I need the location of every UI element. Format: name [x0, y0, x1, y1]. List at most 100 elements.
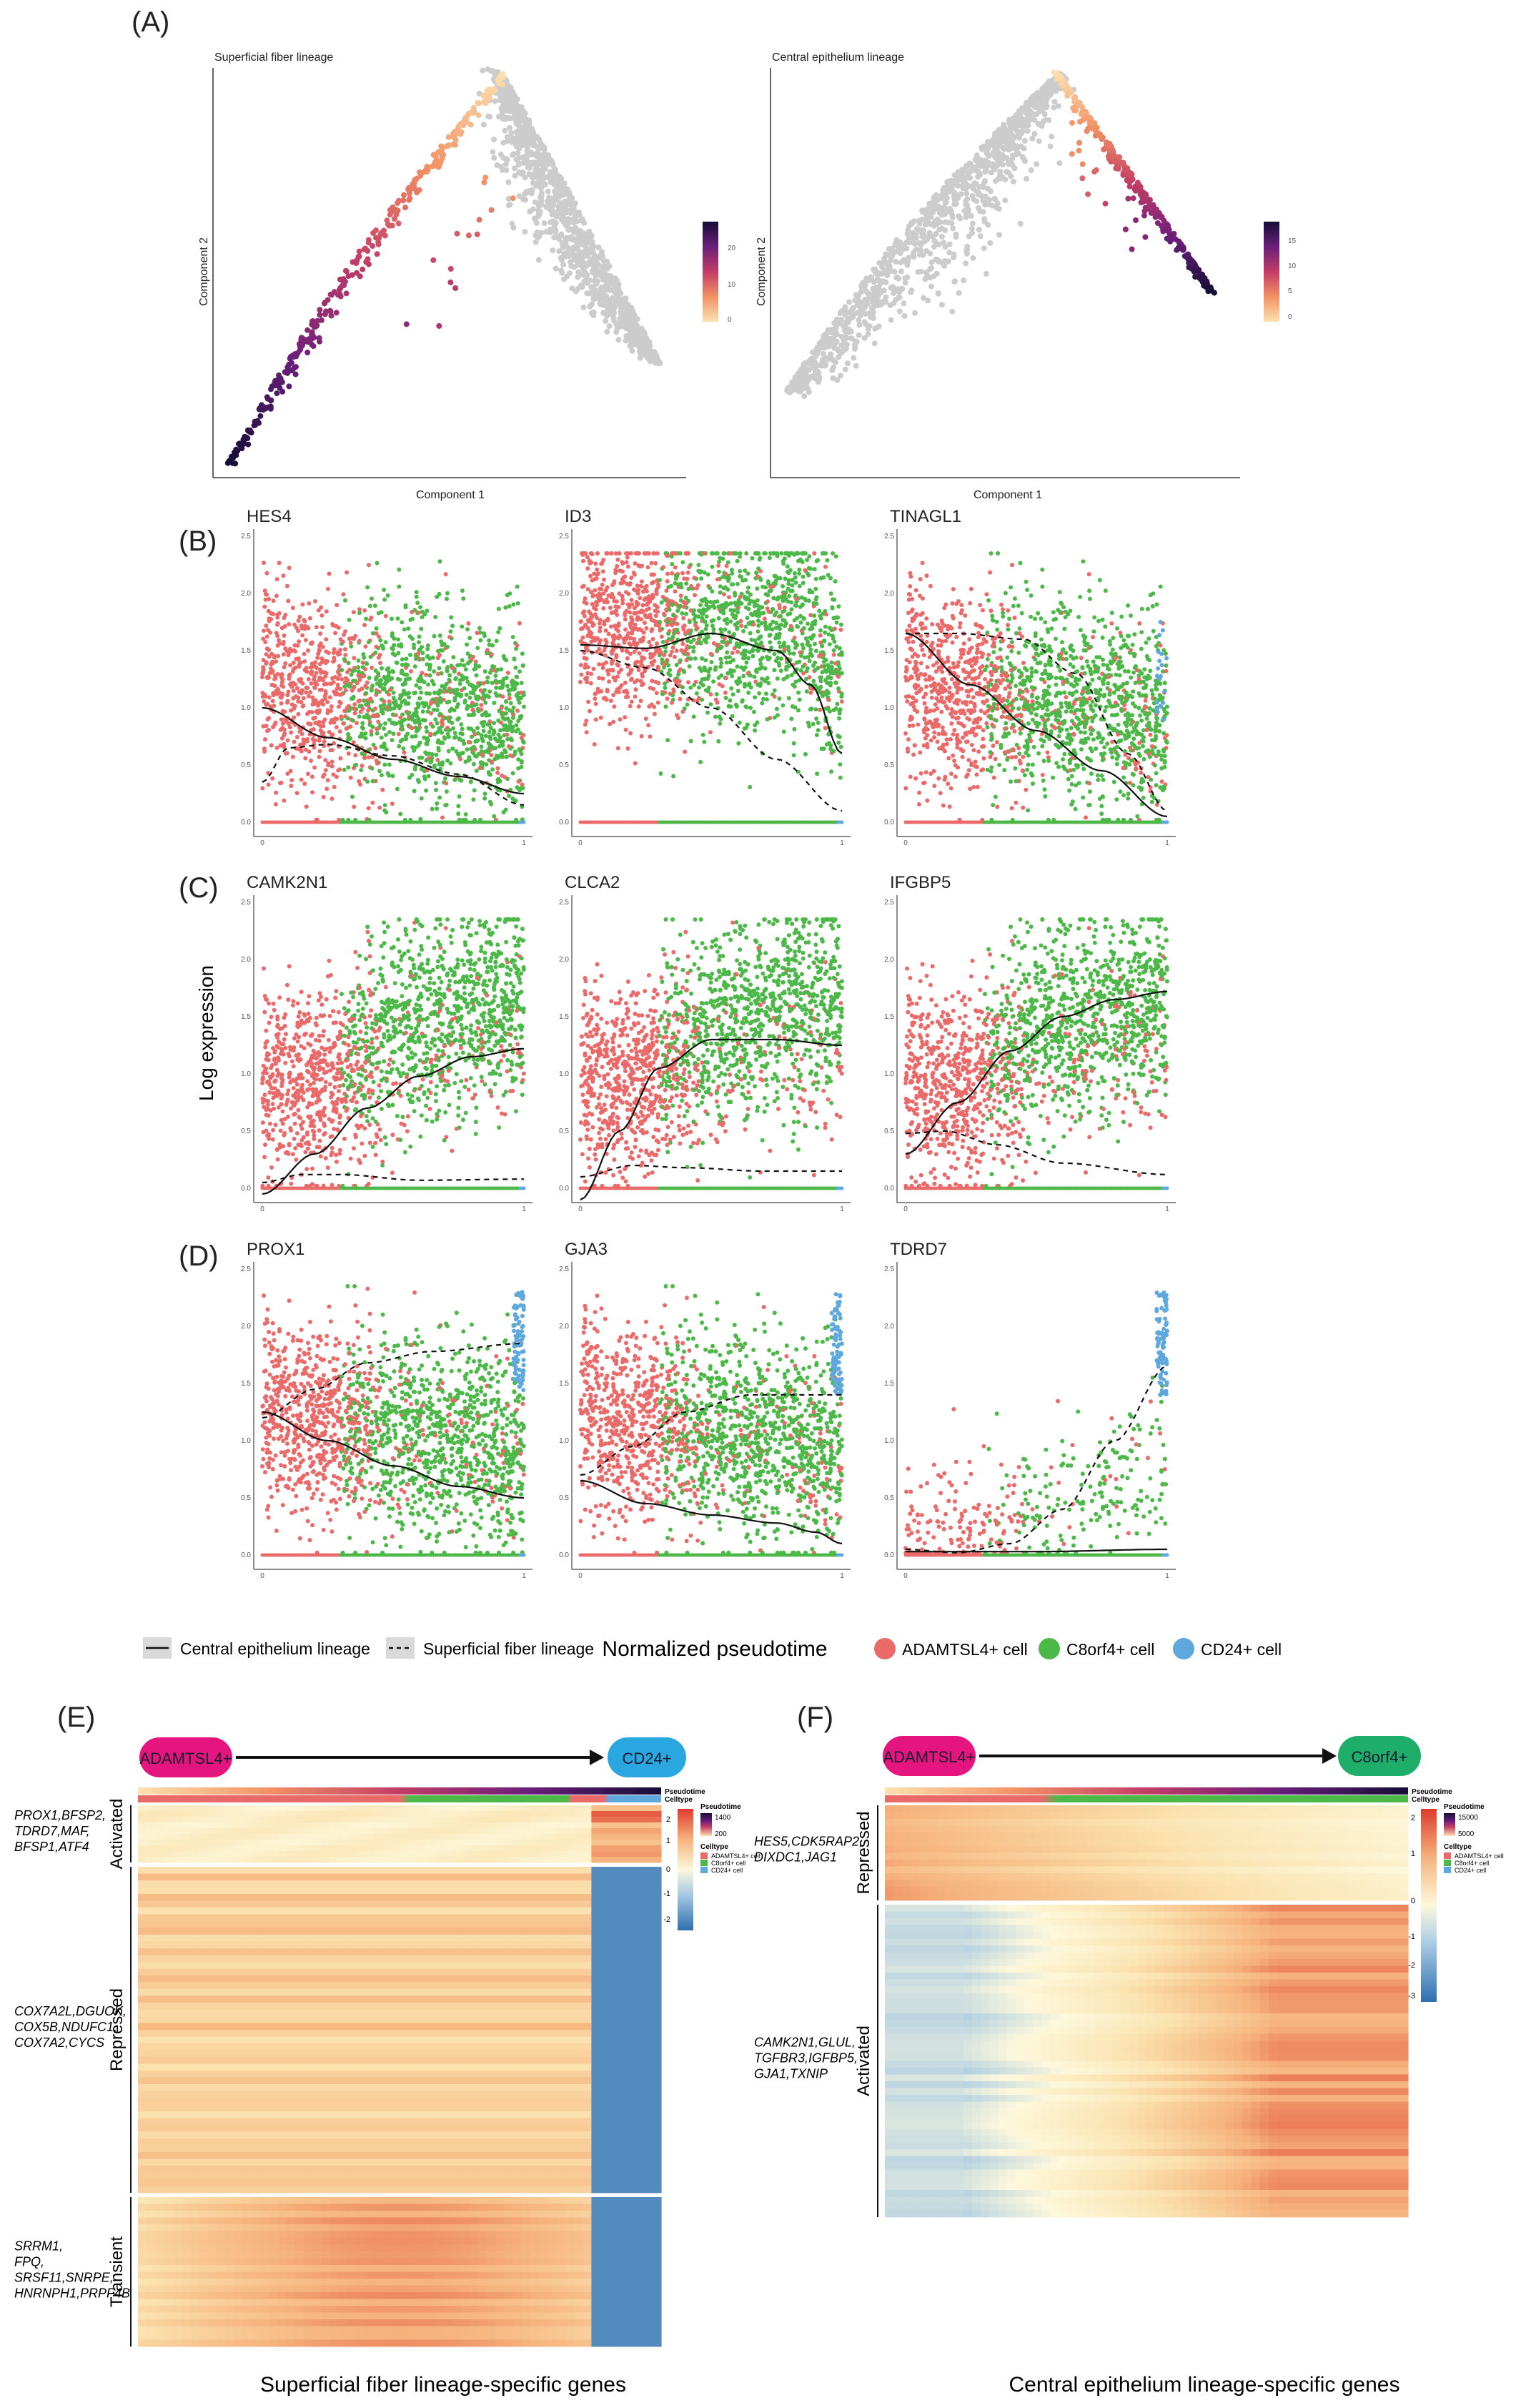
cell-point — [384, 732, 388, 737]
panel-label-b: (B) — [179, 525, 217, 557]
trajectory-point — [267, 405, 274, 412]
trajectory-point — [475, 112, 482, 119]
trajectory-point — [533, 134, 540, 141]
cell-point — [332, 784, 337, 789]
trajectory-point — [510, 195, 516, 202]
cell-point — [483, 694, 487, 699]
cell-point — [457, 681, 462, 686]
trajectory-point — [948, 177, 955, 184]
trajectory-point — [558, 255, 564, 261]
cell-point — [325, 586, 330, 591]
cell-point — [482, 719, 487, 724]
trajectory-point — [457, 131, 464, 137]
trajectory-point — [913, 231, 919, 237]
cell-point — [460, 624, 465, 629]
trajectory-point — [888, 250, 895, 257]
cell-point — [494, 754, 499, 758]
cell-point — [474, 769, 479, 774]
trajectory-point — [575, 274, 581, 280]
trajectory-point — [942, 191, 948, 197]
cell-point — [366, 708, 371, 713]
cell-point — [507, 708, 512, 713]
cell-point — [481, 724, 486, 729]
cell-point — [515, 584, 520, 589]
cell-point — [340, 639, 345, 644]
cell-point — [272, 673, 277, 678]
cell-point — [267, 728, 272, 732]
cell-point — [417, 640, 421, 645]
cell-point — [318, 641, 323, 646]
colorbar-tick: 10 — [1288, 262, 1297, 270]
cell-point — [311, 700, 316, 705]
cell-point — [410, 714, 415, 719]
trajectory-point — [1141, 208, 1148, 214]
trajectory-point — [505, 195, 512, 202]
cell-point — [342, 657, 347, 661]
trajectory-point — [931, 220, 938, 227]
trajectory-point — [422, 167, 429, 173]
cell-point — [426, 682, 430, 687]
trajectory-point — [933, 231, 939, 237]
trajectory-point — [963, 180, 968, 187]
trajectory-point — [567, 270, 573, 277]
cell-point — [369, 688, 374, 693]
cell-point — [511, 602, 516, 607]
cell-point — [409, 669, 413, 673]
cell-point — [492, 668, 496, 673]
cell-point — [358, 782, 362, 787]
cell-point — [511, 687, 516, 692]
cell-point — [264, 676, 269, 681]
cell-point — [289, 684, 294, 689]
cell-point — [495, 770, 500, 775]
trajectory-point — [814, 345, 821, 350]
cell-point — [517, 695, 522, 700]
trajectory-point — [926, 213, 932, 219]
trajectory-point — [967, 174, 973, 181]
trajectory-point — [1036, 138, 1042, 144]
trajectory-point — [931, 238, 938, 244]
trajectory-point — [362, 245, 369, 252]
trajectory-point — [836, 318, 843, 325]
panel-label-c: (C) — [179, 872, 219, 904]
trajectory-point — [600, 310, 607, 316]
trajectory-point — [375, 241, 382, 247]
cell-point — [387, 687, 392, 692]
cell-point — [684, 581, 689, 586]
trajectory-point — [994, 139, 1000, 145]
trajectory-point — [402, 204, 408, 211]
cell-point — [298, 679, 303, 684]
trajectory-point — [1017, 220, 1024, 227]
trajectory-point — [1047, 79, 1054, 85]
trajectory-point — [963, 202, 970, 208]
cell-point — [402, 699, 407, 703]
trajectory-point — [1120, 159, 1126, 166]
cell-point — [429, 711, 434, 716]
trajectory-point — [873, 270, 879, 277]
trajectory-point — [310, 343, 317, 350]
trajectory-point — [328, 292, 335, 298]
cell-point — [375, 761, 380, 766]
cell-point — [318, 631, 323, 636]
trajectory-point — [485, 113, 492, 119]
trajectory-point — [548, 229, 554, 235]
cell-point — [432, 707, 437, 712]
colorbar-tick: 20 — [728, 245, 736, 252]
cell-point — [495, 766, 500, 771]
cell-point — [420, 718, 425, 723]
cell-point — [755, 586, 760, 591]
trajectory-point — [357, 273, 363, 280]
cell-point — [302, 618, 307, 623]
trajectory-point — [526, 164, 532, 171]
trajectory-point — [590, 296, 597, 302]
trajectory-point — [851, 346, 858, 352]
cell-point — [379, 735, 384, 740]
cell-point — [735, 689, 740, 694]
trajectory-point — [822, 333, 828, 340]
cell-point — [465, 627, 470, 632]
cell-point — [443, 572, 448, 577]
y-tick-label: 0.5 — [241, 761, 251, 769]
cell-point — [286, 598, 291, 603]
trajectory-point — [949, 214, 956, 221]
cell-point — [301, 737, 306, 742]
cell-point — [483, 734, 488, 739]
